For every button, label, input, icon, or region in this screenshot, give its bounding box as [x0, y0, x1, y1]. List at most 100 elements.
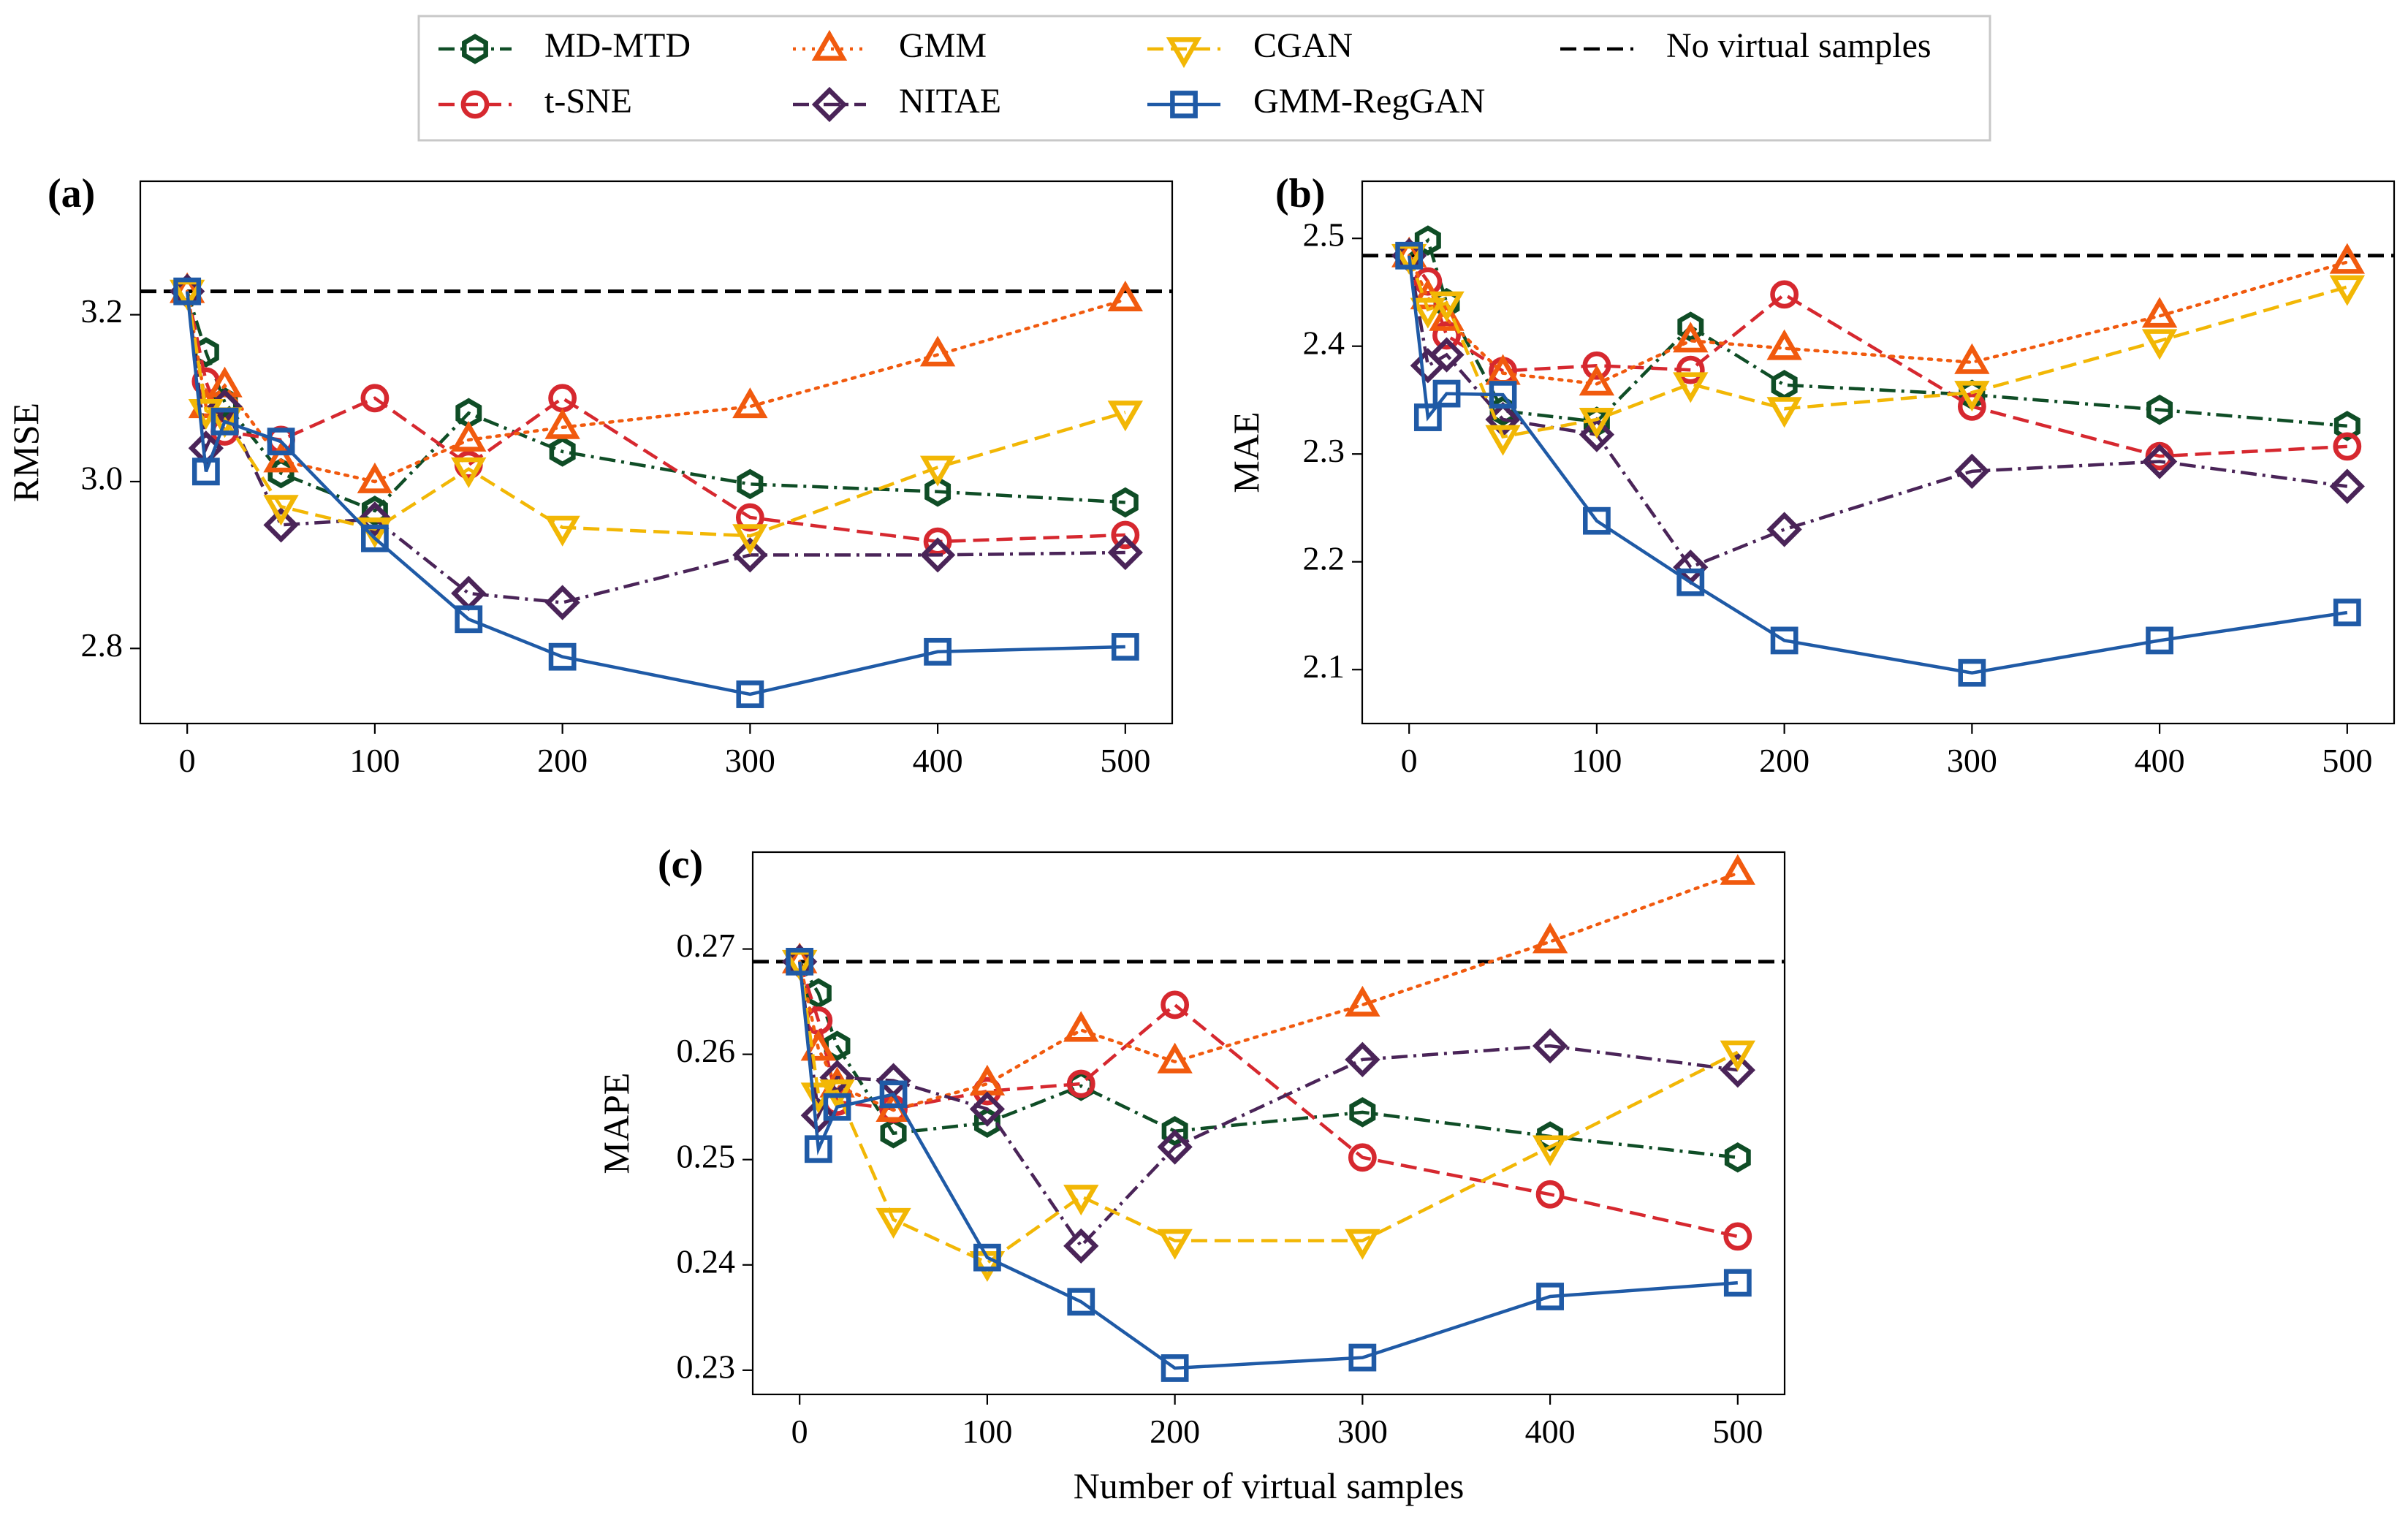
point-gmm [1720, 854, 1756, 885]
point-md-mtd [1724, 1142, 1751, 1173]
point-gmm-reggan [191, 457, 220, 486]
y-tick-label: 2.4 [1303, 324, 1345, 361]
point-gmm-reggan [1958, 658, 1986, 687]
y-tick-label: 0.27 [677, 927, 736, 964]
series-line-nitae [185, 291, 1125, 604]
point-t-sne [1432, 321, 1461, 350]
point-t-sne [1161, 990, 1190, 1020]
point-cgan [544, 515, 580, 547]
point-cgan [1720, 1040, 1756, 1071]
point-t-sne [735, 503, 764, 532]
point-nitae [1107, 534, 1143, 571]
point-gmm-reggan [1348, 1343, 1377, 1372]
point-nitae [1720, 1052, 1755, 1088]
point-gmm [1673, 322, 1709, 353]
x-tick-label: 200 [537, 742, 588, 779]
series-line-cgan [1408, 255, 2348, 439]
y-tick-label: 2.2 [1303, 539, 1345, 577]
point-gmm-reggan [1723, 1269, 1752, 1297]
point-nitae [263, 507, 299, 543]
series-line-gmm [185, 289, 1128, 484]
series-gmm-reggan [1395, 241, 2361, 687]
point-gmm-reggan [786, 947, 814, 976]
x-tick-label: 500 [1100, 742, 1150, 779]
point-t-sne [1770, 280, 1799, 309]
point-cgan [1532, 1135, 1568, 1166]
point-cgan [1954, 381, 1990, 412]
point-md-mtd [549, 436, 576, 467]
point-nitae [1063, 1228, 1099, 1264]
point-gmm-reggan [1676, 568, 1705, 596]
point-cgan [1063, 1185, 1099, 1216]
point-nitae [1429, 337, 1465, 373]
y-tick-label: 2.5 [1303, 216, 1345, 254]
point-cgan [1107, 400, 1144, 432]
point-nitae [969, 1091, 1006, 1127]
point-cgan [1673, 372, 1709, 403]
point-gmm [357, 462, 393, 493]
legend-label: CGAN [1253, 26, 1353, 65]
legend: MD-MTD t-SNE GMM NITAE CGAN GMM-RegGAN No virt… [417, 15, 1991, 142]
x-tick-label: 0 [791, 1413, 808, 1450]
point-nitae [919, 537, 956, 573]
legend-marker-t-sne [460, 90, 490, 119]
point-t-sne [1582, 351, 1611, 380]
y-axis-label: RMSE [5, 403, 46, 502]
x-tick-label: 200 [1759, 742, 1809, 779]
point-t-sne [1348, 1143, 1377, 1172]
point-nitae [1954, 453, 1990, 489]
x-tick-label: 100 [1571, 742, 1622, 779]
series-t-sne [1394, 241, 2362, 471]
series-gmm-reggan [786, 947, 1752, 1382]
y-tick-label: 2.3 [1303, 432, 1345, 469]
panel-b-mae-chart: (b) MAE 0 100 200 300 400 500 2.1 2.2 2.3 2.4 2.5 [1226, 171, 2396, 779]
legend-marker-nitae [811, 86, 848, 123]
legend-entry-gmm: GMM [793, 26, 987, 65]
point-md-mtd [924, 476, 952, 507]
point-nitae [1157, 1129, 1193, 1165]
legend-entry-cgan: CGAN [1147, 26, 1353, 69]
point-cgan [1410, 297, 1446, 329]
point-md-mtd [973, 1107, 1000, 1139]
point-md-mtd [361, 495, 388, 526]
point-nitae [1410, 348, 1446, 384]
point-gmm [263, 441, 299, 473]
panel-label: (a) [48, 171, 95, 216]
point-cgan [876, 1207, 911, 1239]
point-nitae [732, 537, 768, 573]
point-t-sne [1676, 355, 1705, 384]
axes-frame [1361, 180, 2396, 725]
point-t-sne [1723, 1222, 1752, 1251]
panel-label: (b) [1275, 171, 1325, 216]
point-gmm-reggan [879, 1080, 908, 1109]
legend-label: GMM-RegGAN [1253, 82, 1485, 121]
y-tick-label: 0.24 [677, 1242, 736, 1280]
point-gmm-reggan [173, 277, 202, 305]
series-line-cgan [797, 961, 1739, 1265]
point-md-mtd [1161, 1116, 1188, 1147]
point-cgan [1579, 408, 1615, 439]
x-tick-label: 400 [1525, 1413, 1576, 1450]
point-md-mtd [880, 1117, 907, 1149]
point-nitae [2141, 444, 2178, 479]
point-gmm [2141, 297, 2178, 328]
point-gmm-reggan [973, 1243, 1001, 1272]
point-md-mtd [1537, 1121, 1564, 1152]
point-t-sne [1066, 1069, 1095, 1098]
point-gmm [1157, 1042, 1193, 1074]
x-tick-label: 200 [1150, 1413, 1200, 1450]
y-tick-label: 2.8 [81, 626, 124, 664]
x-tick-label: 500 [2322, 742, 2372, 779]
point-md-mtd [1677, 311, 1704, 342]
legend-marker-gmm [811, 29, 848, 61]
point-t-sne [548, 384, 577, 413]
point-gmm [1766, 329, 1802, 360]
series-line-md-mtd [798, 960, 1739, 1160]
legend-entry-gmm-reggan: GMM-RegGAN [1147, 82, 1485, 121]
point-cgan [1157, 1229, 1193, 1260]
legend-label: No virtual samples [1666, 26, 1932, 65]
series-line-gmm-reggan [797, 961, 1738, 1370]
y-tick-label: 3.2 [81, 292, 124, 330]
point-md-mtd [1414, 225, 1441, 256]
